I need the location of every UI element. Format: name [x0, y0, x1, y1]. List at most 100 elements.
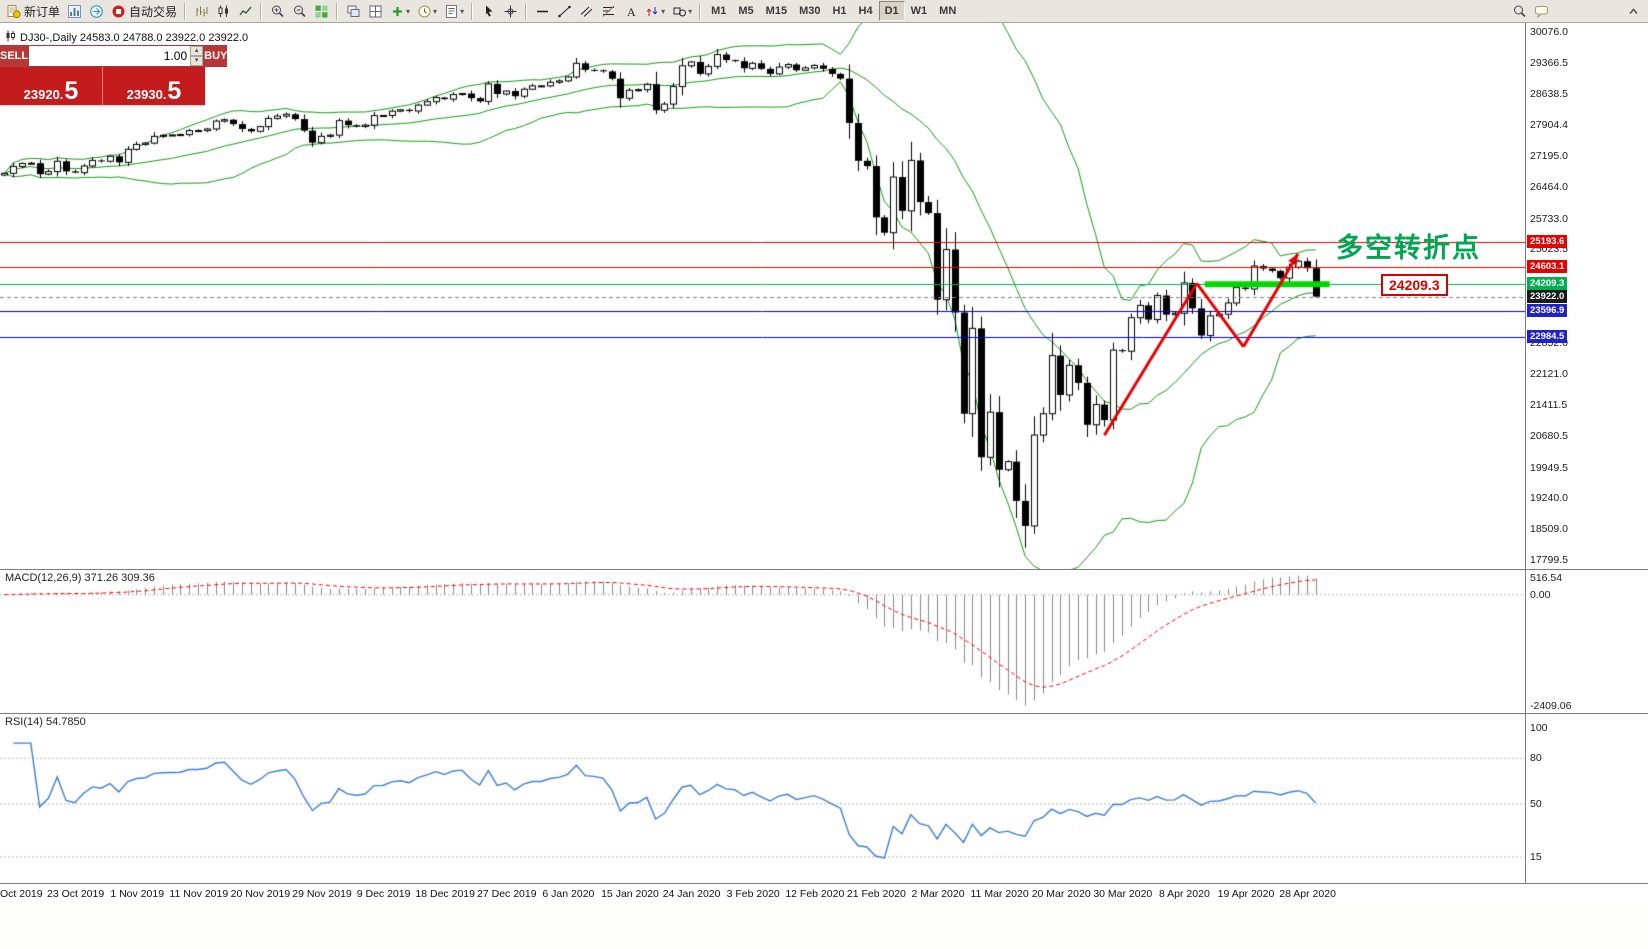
toolbar-collapse-button[interactable] — [1623, 1, 1643, 21]
zoom-in-button[interactable] — [267, 1, 287, 21]
price-tick-label: 22121.0 — [1530, 368, 1568, 380]
price-tick-label: 26464.0 — [1530, 181, 1568, 193]
price-tick-label: 19949.5 — [1530, 462, 1568, 474]
turning-point-annotation[interactable]: 多空转折点 — [1336, 233, 1481, 263]
chart-canvas[interactable] — [0, 23, 1525, 883]
buy-price-big-digit: 5 — [167, 77, 182, 105]
tilewin-icon — [367, 3, 383, 19]
rsi-level-label: 15 — [1530, 851, 1542, 863]
buy-button[interactable]: BUY — [204, 45, 228, 67]
new-order-button[interactable]: 新订单 — [3, 1, 62, 21]
timeframe-mn-button[interactable]: MN — [939, 5, 957, 17]
equidistant-channel-button[interactable] — [576, 1, 596, 21]
zoom-out-button[interactable] — [289, 1, 309, 21]
text-label-button[interactable]: A — [620, 1, 640, 21]
templates-button[interactable]: ▾ — [441, 1, 466, 21]
horizontal-line-button[interactable] — [532, 1, 552, 21]
crosshair-button[interactable] — [500, 1, 520, 21]
timeframe-d1-button[interactable]: D1 — [878, 1, 905, 21]
toolbar-separator — [184, 2, 187, 20]
trendline-button[interactable] — [554, 1, 574, 21]
plus-icon — [389, 3, 405, 19]
timeframe-m5-button[interactable]: M5 — [738, 5, 754, 17]
cascade-windows-button[interactable] — [343, 1, 363, 21]
autotrading-button-label: 自动交易 — [129, 4, 178, 19]
timeframe-h1-button[interactable]: H1 — [832, 5, 847, 17]
autotrading-button[interactable]: 自动交易 — [108, 1, 179, 21]
price-level-callout[interactable]: 24209.3 — [1381, 274, 1448, 296]
price-tick-label: 18509.0 — [1530, 523, 1568, 535]
main-macd-pane-separator[interactable] — [0, 569, 1648, 570]
community-button[interactable] — [1531, 1, 1551, 21]
dropdown-caret-icon[interactable]: ▾ — [688, 6, 693, 16]
tilegreen-icon — [313, 3, 329, 19]
timeframe-m15-button[interactable]: M15 — [765, 5, 788, 17]
timeframe-w1-button[interactable]: W1 — [910, 5, 928, 17]
arrows-button[interactable]: ▾ — [642, 1, 667, 21]
line-chart-button[interactable] — [235, 1, 255, 21]
volume-input[interactable] — [29, 46, 191, 66]
toolbar-separator — [336, 2, 339, 20]
time-axis-label: 23 Oct 2019 — [46, 888, 105, 900]
shapes-button[interactable]: ▾ — [669, 1, 694, 21]
navigator-icon — [88, 3, 104, 19]
current-price-tag: 23922.0 — [1527, 290, 1568, 303]
search-icon — [1511, 3, 1527, 19]
price-line-tag: 22984.5 — [1527, 330, 1568, 343]
fibonacci-button[interactable] — [598, 1, 618, 21]
navigator-button[interactable] — [86, 1, 106, 21]
sell-price-button[interactable]: 23920. 5 — [0, 67, 103, 105]
timeframe-m1-button[interactable]: M1 — [711, 5, 727, 17]
timeframe-h4-button[interactable]: H4 — [858, 5, 873, 17]
chart-window: 30076.0 29366.5 28638.5 27904.4 27195.0 26464… — [0, 23, 1648, 949]
macd-rsi-pane-separator[interactable] — [0, 713, 1648, 714]
candlestick-icon — [5, 30, 16, 45]
candlestick-chart-button[interactable] — [213, 1, 233, 21]
fibo-icon — [600, 3, 616, 19]
dropdown-caret-icon[interactable]: ▾ — [460, 6, 465, 16]
toolbar-left-group: 新订单 自动交易 ▾ ▾ ▾ A ▾ ▾ M1 M5 M15 M30 H1 H4 D1 W1 MN — [0, 0, 1648, 22]
indicators-button[interactable]: ▾ — [387, 1, 412, 21]
time-axis-label: 14 Oct 2019 — [0, 888, 43, 900]
arrange-windows-button[interactable] — [365, 1, 385, 21]
time-axis-label: 24 Jan 2020 — [662, 888, 721, 900]
dropdown-caret-icon[interactable]: ▾ — [406, 6, 411, 16]
price-line-tag: 24209.3 — [1527, 277, 1568, 290]
volume-increase-button[interactable]: ▴ — [190, 46, 204, 56]
toolbar-separator — [260, 2, 263, 20]
autotrade-icon — [110, 3, 126, 19]
time-axis-label: 30 Mar 2020 — [1093, 888, 1153, 900]
svg-text:A: A — [627, 5, 636, 19]
market-watch-button[interactable] — [64, 1, 84, 21]
new-order-button-label: 新订单 — [24, 4, 61, 19]
cursor-button[interactable] — [478, 1, 498, 21]
rsi-level-label: 80 — [1530, 752, 1542, 764]
periods-button[interactable]: ▾ — [414, 1, 439, 21]
toolbar-separator — [699, 2, 702, 20]
template-icon — [443, 3, 459, 19]
price-axis[interactable]: 30076.0 29366.5 28638.5 27904.4 27195.0 26464… — [1525, 23, 1648, 883]
rsi-level-label: 50 — [1530, 798, 1542, 810]
time-axis-label: 28 Apr 2020 — [1279, 888, 1336, 900]
volume-spinner: ▴ ▾ — [190, 46, 204, 66]
dropdown-caret-icon[interactable]: ▾ — [433, 6, 438, 16]
bar-chart-button[interactable] — [191, 1, 211, 21]
search-button[interactable] — [1509, 1, 1529, 21]
chat-icon — [1533, 3, 1549, 19]
zoomin-icon — [269, 3, 285, 19]
price-tick-label: 25733.0 — [1530, 213, 1568, 225]
one-click-trading-panel: SELL ▴ ▾ BUY 23920.5 23930.5 — [0, 45, 228, 105]
dropdown-caret-icon[interactable]: ▾ — [661, 6, 666, 16]
crosshair-icon — [502, 3, 518, 19]
buy-price-button[interactable]: 23930. 5 — [103, 67, 205, 105]
sell-button[interactable]: SELL — [0, 45, 29, 67]
trendline-icon — [556, 3, 572, 19]
linechart-icon — [237, 3, 253, 19]
candles-icon — [215, 3, 231, 19]
text-icon: A — [622, 3, 638, 19]
tile-windows-button[interactable] — [311, 1, 331, 21]
volume-decrease-button[interactable]: ▾ — [190, 56, 204, 66]
timeframe-m30-button[interactable]: M30 — [799, 5, 821, 17]
